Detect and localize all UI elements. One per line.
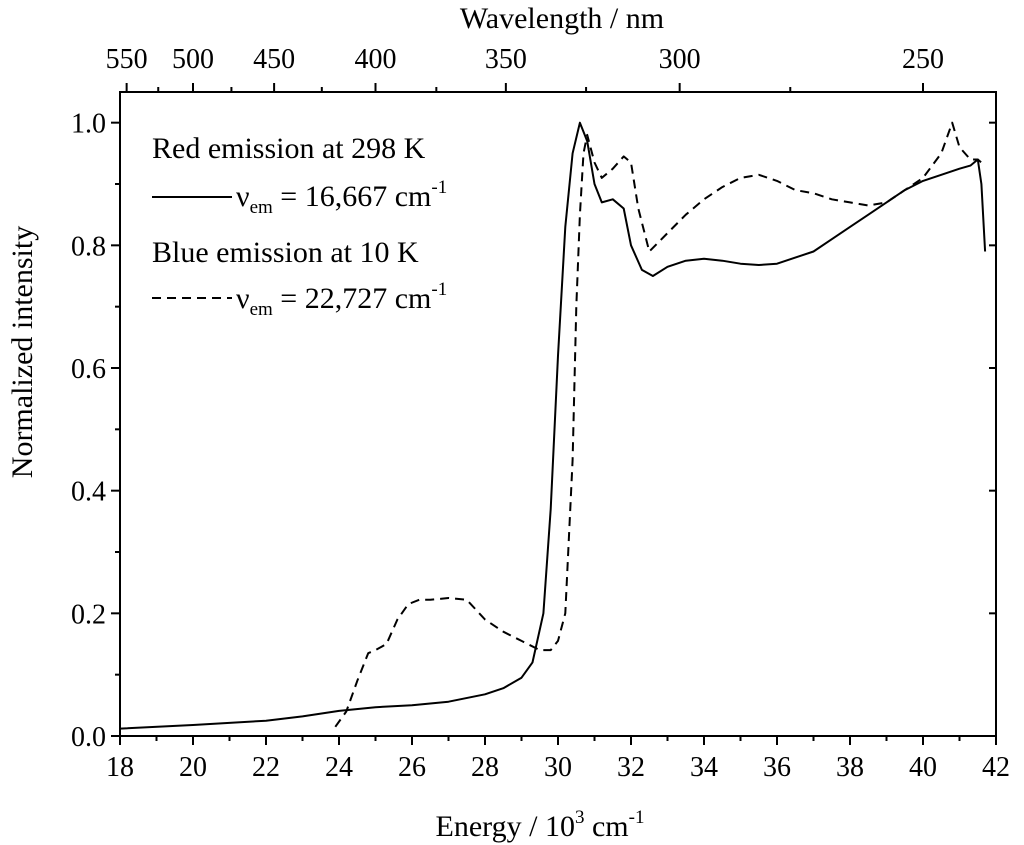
- top-tick-label: 250: [902, 44, 944, 75]
- top-tick-label: 400: [355, 44, 397, 75]
- y-tick-label: 0.8: [71, 231, 106, 262]
- x-tick-label: 20: [179, 752, 207, 783]
- x-tick-label: 26: [398, 752, 426, 783]
- y-tick-label: 1.0: [71, 109, 106, 140]
- legend-entry-blue-sup: -1: [431, 279, 447, 300]
- x-tick-label: 36: [763, 752, 791, 783]
- legend-entry-red: νem = 16,667 cm-1: [236, 177, 447, 218]
- x-tick-label: 18: [106, 752, 134, 783]
- top-tick-label: 550: [106, 44, 148, 75]
- legend-entry-blue-sub: em: [250, 299, 273, 320]
- series-layer: [119, 121, 987, 730]
- y-tick-label: 0.0: [71, 722, 106, 753]
- y-tick-label: 0.2: [71, 599, 106, 630]
- x-tick-label: 38: [836, 752, 864, 783]
- legend-entry-red-value: = 16,667 cm: [273, 180, 432, 213]
- y-axis-label: Normalized intensity: [6, 226, 39, 478]
- x-tick-label: 32: [617, 752, 645, 783]
- top-tick-label: 500: [172, 44, 214, 75]
- legend: Red emission at 298 K νem = 16,667 cm-1 …: [152, 132, 447, 320]
- top-tick-label: 450: [253, 44, 295, 75]
- series-blue-emission-dashed: [334, 121, 986, 728]
- x-axis-label-unit: cm: [584, 810, 628, 843]
- x-tick-label: 22: [252, 752, 280, 783]
- x-axis-ticks: 18 20 22 24 26 28 30 32 34 36 38 40 42: [106, 736, 1010, 783]
- x-tick-label: 34: [690, 752, 718, 783]
- top-axis-ticks: 550 500 450 400 350 300 250: [106, 44, 944, 92]
- legend-entry-blue: νem = 22,727 cm-1: [236, 279, 447, 320]
- top-tick-label: 300: [659, 44, 701, 75]
- top-tick-label: 350: [485, 44, 527, 75]
- x-axis-label-main: Energy / 10: [436, 810, 575, 843]
- legend-entry-blue-symbol: ν: [236, 282, 250, 315]
- legend-entry-blue-value: = 22,727 cm: [273, 282, 432, 315]
- legend-heading-blue: Blue emission at 10 K: [152, 236, 419, 269]
- x-tick-label: 30: [544, 752, 572, 783]
- y-tick-label: 0.4: [71, 477, 106, 508]
- x-tick-label: 40: [909, 752, 937, 783]
- legend-heading-red: Red emission at 298 K: [152, 132, 426, 165]
- y-axis-ticks: 0.0 0.2 0.4 0.6 0.8 1.0: [71, 109, 996, 753]
- legend-entry-red-sub: em: [250, 197, 273, 218]
- x-tick-label: 24: [325, 752, 353, 783]
- x-tick-label: 28: [471, 752, 499, 783]
- x-axis-label-unit-sup: -1: [629, 807, 645, 828]
- legend-entry-red-symbol: ν: [236, 180, 250, 213]
- x-axis-label-sup: 3: [575, 807, 585, 828]
- x-tick-label: 42: [982, 752, 1010, 783]
- y-tick-label: 0.6: [71, 354, 106, 385]
- x-axis-label: Energy / 103 cm-1: [436, 807, 645, 843]
- top-axis-label: Wavelength / nm: [460, 2, 664, 35]
- legend-entry-red-sup: -1: [431, 177, 447, 198]
